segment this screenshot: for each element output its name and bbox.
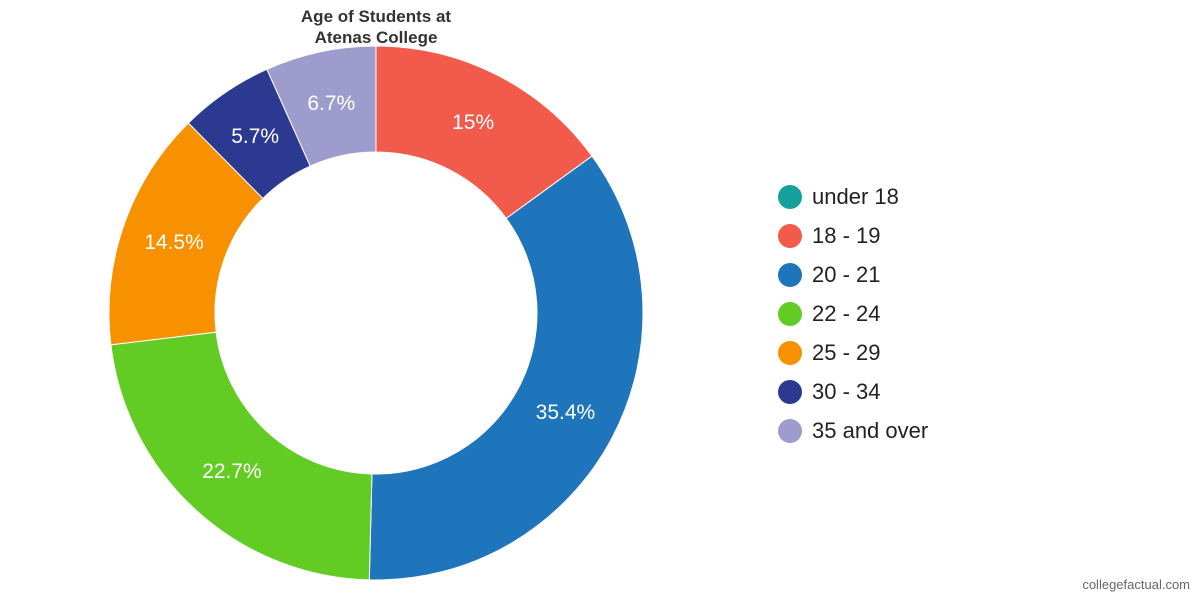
legend-item-under-18[interactable]: under 18 (778, 177, 928, 216)
slice-label-18-19: 15% (452, 111, 494, 134)
legend-item-20-21[interactable]: 20 - 21 (778, 255, 928, 294)
legend-swatch-icon (778, 379, 802, 404)
slice-35-and-over (266, 45, 377, 167)
source-credit: collegefactual.com (1082, 577, 1190, 592)
legend-swatch-icon (778, 262, 802, 287)
legend-label: 30 - 34 (812, 378, 881, 404)
chart-title-line-2: Atenas College (314, 28, 438, 47)
legend-item-22-24[interactable]: 22 - 24 (778, 294, 928, 333)
legend-item-30-34[interactable]: 30 - 34 (778, 372, 928, 411)
legend-swatch-icon (778, 184, 802, 209)
slice-label-20-21: 35.4% (536, 401, 596, 424)
legend-label: 18 - 19 (812, 222, 881, 248)
slice-label-25-29: 14.5% (144, 231, 204, 254)
legend-item-25-29[interactable]: 25 - 29 (778, 333, 928, 372)
legend-swatch-icon (778, 340, 802, 365)
slice-label-30-34: 5.7% (231, 125, 279, 148)
legend-label: 35 and over (812, 417, 929, 443)
legend-label: 25 - 29 (812, 339, 881, 365)
legend-label: 20 - 21 (812, 261, 881, 287)
slice-20-21 (368, 155, 644, 581)
legend-swatch-icon (778, 301, 802, 326)
legend-item-18-19[interactable]: 18 - 19 (778, 216, 928, 255)
chart-title: Age of Students at Atenas College (161, 6, 591, 48)
slice-22-24 (110, 331, 373, 581)
legend-swatch-icon (778, 223, 802, 248)
chart-title-line-1: Age of Students at (300, 7, 452, 26)
legend-label: 22 - 24 (812, 300, 881, 326)
slice-label-22-24: 22.7% (202, 460, 262, 483)
legend: under 18 18 - 19 20 - 21 22 - 24 25 - 29 30 -… (778, 177, 928, 450)
legend-item-35-and-over[interactable]: 35 and over (778, 411, 928, 450)
legend-label: under 18 (812, 183, 899, 209)
slice-label-35-and-over: 6.7% (307, 92, 355, 115)
legend-swatch-icon (778, 418, 802, 443)
